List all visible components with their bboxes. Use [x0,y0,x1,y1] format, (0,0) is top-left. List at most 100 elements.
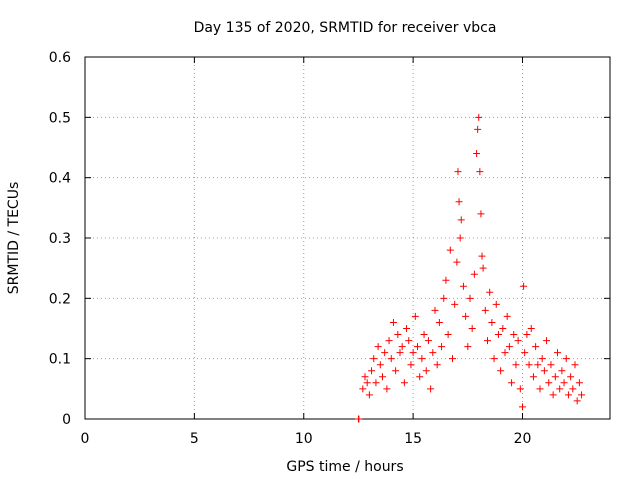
data-point [383,385,391,393]
data-point [459,282,467,290]
data-point [474,125,482,133]
data-point [387,355,395,363]
data-point [368,367,376,375]
data-point [462,312,470,320]
data-point [376,361,384,369]
data-point [556,385,564,393]
data-point [505,343,513,351]
data-point [520,282,528,290]
data-point [363,379,371,387]
data-point [512,361,520,369]
data-point [454,168,462,176]
data-point [532,343,540,351]
data-point [418,355,426,363]
data-point [468,325,476,332]
data-point [385,337,393,345]
data-point [442,276,450,284]
data-point [359,385,367,393]
data-point [449,355,456,363]
data-point [523,331,531,339]
data-point [494,331,502,339]
data-point [497,367,505,375]
data-point [543,337,551,345]
data-point [464,343,472,351]
x-tick-label: 15 [404,431,422,447]
data-point [564,391,572,399]
data-point [478,252,486,260]
x-tick-label: 0 [81,431,90,447]
data-point [508,379,516,387]
data-point [422,367,430,375]
data-point [394,331,402,339]
data-point [407,361,415,369]
data-point [392,367,400,375]
data-point [540,367,548,375]
x-tick-label: 10 [295,431,313,447]
data-point [573,397,581,405]
data-point [374,343,382,351]
y-tick-label: 0.5 [49,110,71,126]
x-tick-label: 5 [190,431,199,447]
data-point [519,403,526,411]
data-point [578,391,586,399]
data-point [575,379,583,387]
data-point [481,306,489,314]
data-point [438,343,446,351]
data-point [484,337,491,345]
data-point [414,343,421,351]
y-tick-label: 0.3 [49,231,71,247]
data-point [457,216,465,224]
y-axis-label: SRMTID / TECUs [6,182,22,295]
axis-ticks: 0 5 10 15 20 0 0.1 0.2 0.3 0.4 0.5 0.6 [49,50,610,447]
data-point [389,318,397,326]
data-point [538,355,546,363]
data-point [420,331,428,339]
data-point [433,361,441,369]
data-point [558,367,566,375]
data-point [456,234,464,242]
data-point [536,385,544,393]
data-point [521,349,529,357]
data-point [554,349,561,357]
data-point [379,373,386,381]
data-point [440,294,448,302]
data-point [551,373,559,381]
data-point [479,264,487,272]
data-point [427,385,435,393]
data-point [455,198,463,206]
data-point [403,325,411,332]
data-point [446,246,454,254]
y-tick-label: 0.6 [49,50,71,66]
data-point [470,270,478,278]
data-point [516,385,524,393]
data-point [435,318,443,326]
data-point [411,312,419,320]
data-point [514,337,522,345]
data-point [370,355,378,363]
data-point [431,306,439,314]
data-point [490,355,498,363]
data-point [571,361,579,369]
data-point [372,379,380,387]
data-point [400,379,408,387]
data-point [477,210,485,218]
data-point [451,300,459,308]
data-point [409,349,417,357]
data-point [562,355,570,363]
data-point [473,150,481,158]
data-point [475,113,483,121]
data-point [569,385,577,393]
data-point [501,349,509,357]
data-point [492,300,500,308]
x-axis-label: GPS time / hours [286,459,403,475]
data-point [429,349,437,357]
data-point [453,258,461,266]
data-point [486,288,494,296]
data-point [365,391,373,399]
data-point [549,391,557,399]
data-point [567,373,575,381]
data-point [444,331,452,339]
y-tick-label: 0.4 [49,171,71,187]
grid-lines [85,57,610,419]
